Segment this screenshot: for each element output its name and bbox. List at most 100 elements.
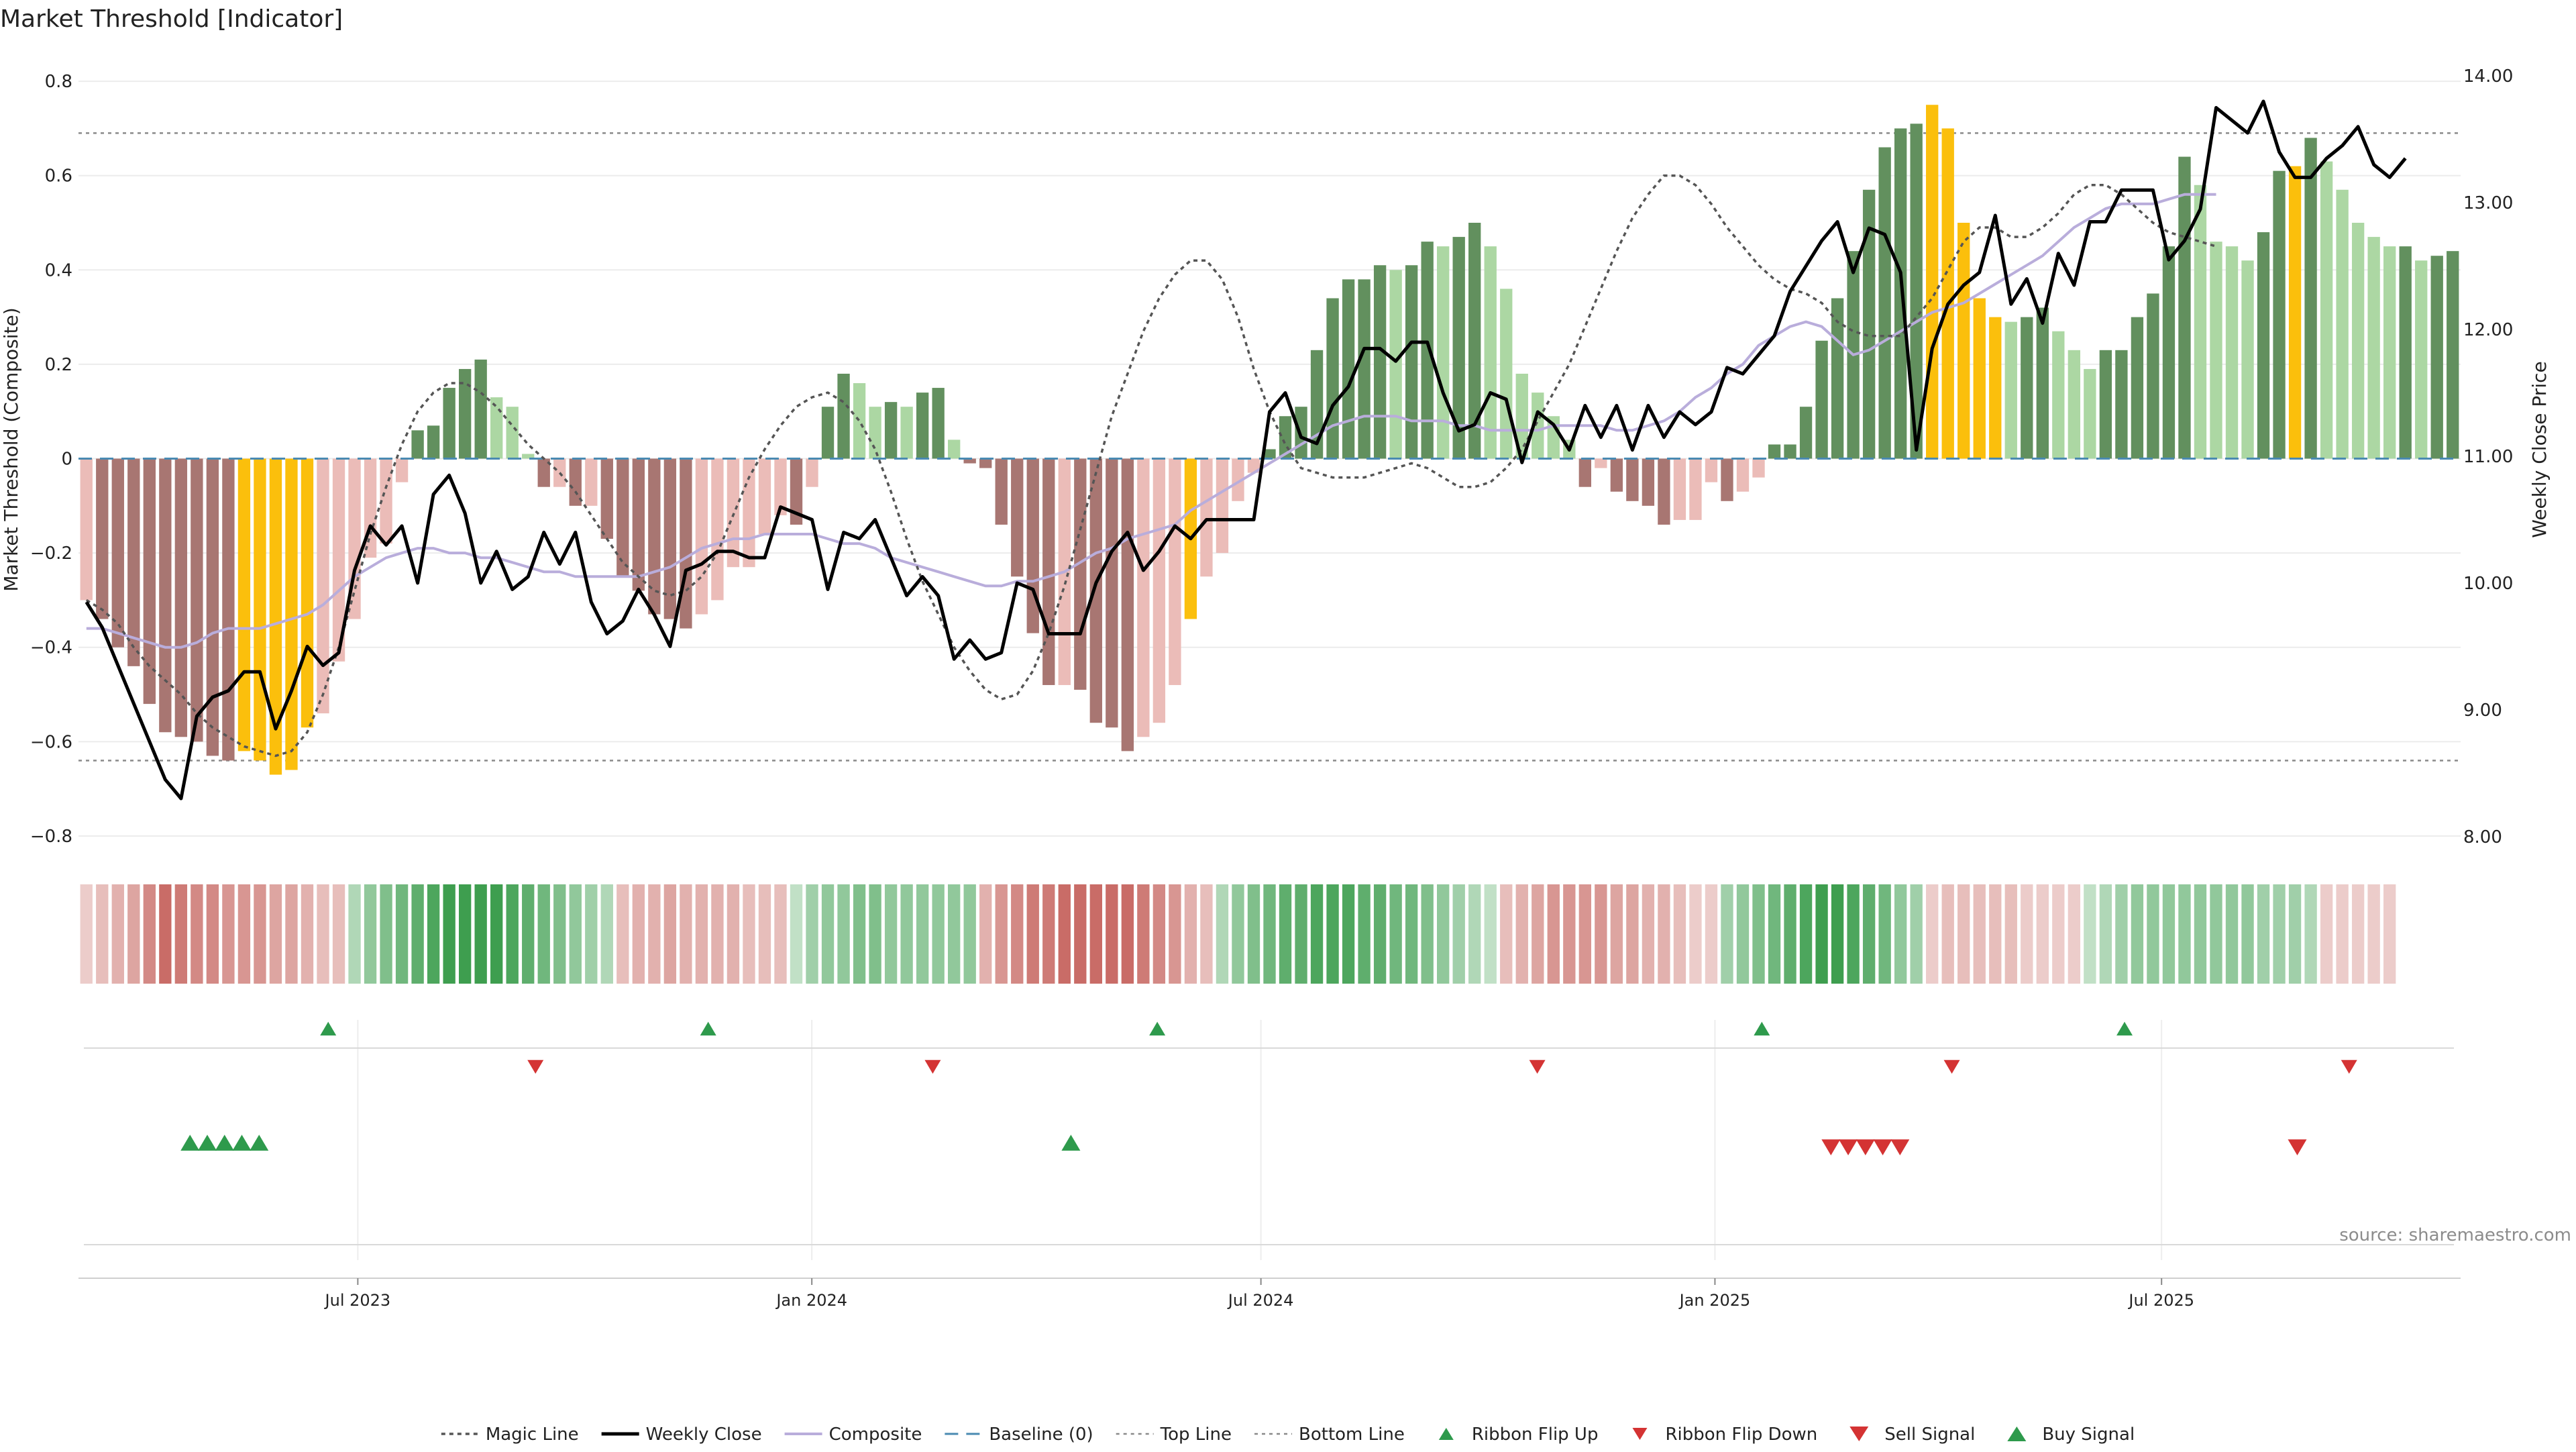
threshold-bar (1216, 458, 1229, 554)
ribbon-cell (821, 884, 835, 984)
ribbon-cell (474, 884, 487, 984)
ribbon-cell (411, 884, 424, 984)
sell-signal-marker (1873, 1139, 1892, 1155)
threshold-bar (1358, 279, 1371, 459)
legend-item: Baseline (0) (945, 1424, 1093, 1445)
ribbon-cell (506, 884, 519, 984)
threshold-bar (916, 393, 929, 459)
threshold-bar (1437, 246, 1450, 459)
buy-signal-marker (197, 1135, 217, 1151)
line-layer (78, 99, 2461, 800)
threshold-bar (2147, 293, 2159, 459)
threshold-bar (569, 458, 582, 506)
threshold-bar (1926, 105, 1939, 459)
legend-item: Ribbon Flip Down (1632, 1424, 1817, 1445)
threshold-bar (1721, 458, 1733, 501)
ribbon-cell (1011, 884, 1024, 984)
threshold-bar (1862, 189, 1876, 459)
ribbon-cell (884, 884, 898, 984)
y-tick-label: 0.6 (45, 166, 72, 187)
threshold-bar (553, 458, 566, 487)
ribbon-cell (743, 884, 755, 984)
threshold-bar (269, 458, 282, 775)
ribbon-cell (1578, 884, 1592, 984)
ribbon-cell (1926, 884, 1939, 984)
threshold-bar (884, 402, 898, 459)
ribbon-cell (900, 884, 913, 984)
ribbon-cell (364, 884, 377, 984)
threshold-bar (600, 458, 613, 539)
threshold-bar (837, 373, 850, 459)
threshold-bar (2399, 246, 2412, 459)
legend-sell-swatch (1849, 1427, 1869, 1441)
ribbon-cell (1989, 884, 2002, 984)
ribbon-cell (2320, 884, 2333, 984)
threshold-bar (1389, 270, 1402, 459)
threshold-bar (222, 458, 235, 761)
ribbon-cell (616, 884, 629, 984)
ribbon-cell (1784, 884, 1796, 984)
threshold-bar (1610, 458, 1623, 492)
ribbon-cell (663, 884, 677, 984)
legend-item: Magic Line (441, 1424, 579, 1445)
legend-flipup-swatch (1438, 1428, 1454, 1440)
legend-item: Sell Signal (1849, 1424, 1975, 1445)
x-tick-label: Jul 2023 (324, 1291, 391, 1310)
x-tick-label: Jan 2025 (1678, 1291, 1751, 1310)
threshold-bar (1941, 128, 1954, 459)
threshold-bar (537, 458, 550, 487)
x-tick-label: Jul 2025 (2127, 1291, 2194, 1310)
ribbon-cell (80, 884, 93, 984)
ribbon-cell (1689, 884, 1702, 984)
legend-item: Bottom Line (1254, 1424, 1405, 1445)
sell-signal-marker (1839, 1139, 1858, 1155)
threshold-bar (900, 407, 913, 459)
y2-axis-label: Weekly Close Price (2528, 361, 2551, 537)
threshold-bar (2178, 156, 2191, 459)
threshold-bar (1452, 237, 1465, 459)
threshold-bar (1373, 265, 1387, 459)
threshold-bar (680, 458, 692, 629)
y2-tick-label: 11.00 (2463, 447, 2513, 467)
ribbon-cell (490, 884, 503, 984)
threshold-bar (285, 458, 298, 770)
buy-signal-marker (180, 1135, 200, 1151)
y-tick-label: 0.2 (45, 355, 72, 375)
sell-signal-marker (1890, 1139, 1910, 1155)
ribbon-cell (2147, 884, 2159, 984)
legend-buy-swatch (2007, 1427, 2027, 1441)
threshold-bar (2021, 317, 2033, 459)
ribbon-cell (758, 884, 771, 984)
ribbon-cell (206, 884, 219, 984)
threshold-bar (743, 458, 755, 568)
threshold-bar (1106, 458, 1118, 728)
threshold-bar (127, 458, 140, 666)
threshold-bar (2194, 185, 2207, 459)
threshold-bar (174, 458, 188, 737)
ribbon-cell (1862, 884, 1876, 984)
ribbon-cell (1736, 884, 1750, 984)
threshold-bar (1642, 458, 1655, 506)
threshold-bar (458, 368, 472, 459)
ribbon-cell (2210, 884, 2222, 984)
y-tick-label: 0 (61, 450, 72, 470)
threshold-bar (111, 458, 124, 647)
ribbon-cell (237, 884, 251, 984)
ribbon-cell (159, 884, 172, 984)
ribbon-flip-up-marker (2116, 1021, 2133, 1036)
ribbon-cell (648, 884, 661, 984)
threshold-bar (1626, 458, 1639, 501)
threshold-bar (2383, 246, 2396, 459)
ribbon-cell (1405, 884, 1418, 984)
threshold-bar (806, 458, 818, 487)
legend: Magic Line Weekly Close Composite Baseline … (441, 1424, 2135, 1445)
threshold-bar (1705, 458, 1718, 482)
ribbon-cell (1595, 884, 1607, 984)
ribbon-cell (1074, 884, 1087, 984)
ribbon-cell (1042, 884, 1055, 984)
threshold-bar (1342, 279, 1355, 459)
ribbon-cell (1468, 884, 1481, 984)
threshold-bar (774, 458, 787, 515)
threshold-bar (1310, 350, 1324, 459)
ribbon-cell (458, 884, 472, 984)
